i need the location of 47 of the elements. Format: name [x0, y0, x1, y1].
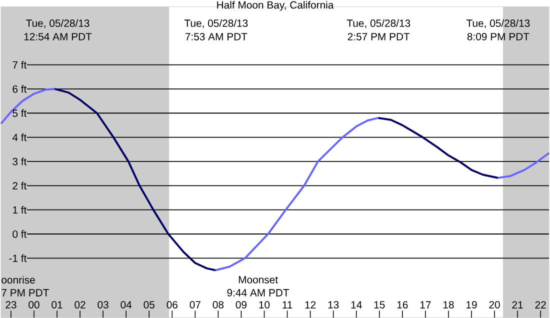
x-tick-label: 19: [466, 301, 477, 308]
annotation: 7 PM PDT: [2, 289, 50, 296]
y-tick-label: 6 ft: [12, 85, 27, 93]
x-tick-label: 13: [328, 301, 339, 308]
x-tick-label: 00: [28, 301, 40, 308]
x-tick-label: 06: [166, 301, 178, 308]
y-tick-label: -1 ft: [9, 254, 27, 262]
annotation: 9:44 AM PDT: [227, 289, 290, 296]
annotation: Tue, 05/28/13: [26, 19, 90, 28]
y-tick-label: 5 ft: [12, 109, 27, 117]
x-tick-label: 08: [212, 301, 224, 308]
y-tick-label: 0 ft: [12, 230, 27, 238]
y-tick-label: 2 ft: [12, 182, 27, 190]
x-tick-label: 09: [236, 301, 247, 308]
x-tick-label: 23: [6, 301, 16, 308]
annotation: oonrise: [2, 276, 35, 284]
y-tick-label: 7 ft: [12, 60, 27, 69]
annotation: 7:53 AM PDT: [185, 32, 248, 40]
x-tick-label: 04: [120, 301, 132, 308]
x-tick-label: 05: [144, 301, 154, 308]
x-tick-label: 22: [535, 301, 546, 308]
x-tick-label: 18: [443, 301, 454, 308]
annotation: Tue, 05/28/13: [184, 19, 248, 28]
x-tick-label: 17: [420, 301, 431, 308]
annotation: 8:09 PM PDT: [467, 32, 530, 40]
annotation: 12:54 AM PDT: [24, 32, 92, 40]
annotation: 2:57 PM PDT: [348, 32, 410, 40]
annotation: Moonset: [238, 276, 278, 284]
x-tick-label: 14: [351, 301, 362, 308]
chart-title: Half Moon Bay, California: [217, 0, 334, 11]
y-tick-label: 3 ft: [12, 158, 27, 166]
x-tick-label: 01: [52, 301, 62, 308]
y-tick-label: 1 ft: [13, 206, 27, 214]
x-tick-label: 15: [374, 301, 385, 308]
x-tick-label: 07: [190, 301, 200, 308]
x-tick-label: 21: [512, 301, 523, 308]
x-tick-label: 12: [305, 301, 316, 308]
x-tick-label: 03: [98, 301, 108, 308]
x-tick-label: 10: [259, 301, 270, 308]
annotation: Tue, 05/28/13: [466, 19, 530, 28]
x-tick-label: 02: [74, 301, 86, 308]
x-tick-label: 16: [397, 301, 408, 308]
annotation: Tue, 05/28/13: [346, 19, 410, 28]
line-series: [496, 152, 550, 179]
x-tick-label: 20: [489, 301, 500, 308]
y-tick-label: 4 ft: [12, 133, 27, 142]
x-tick-label: 11: [282, 301, 292, 308]
